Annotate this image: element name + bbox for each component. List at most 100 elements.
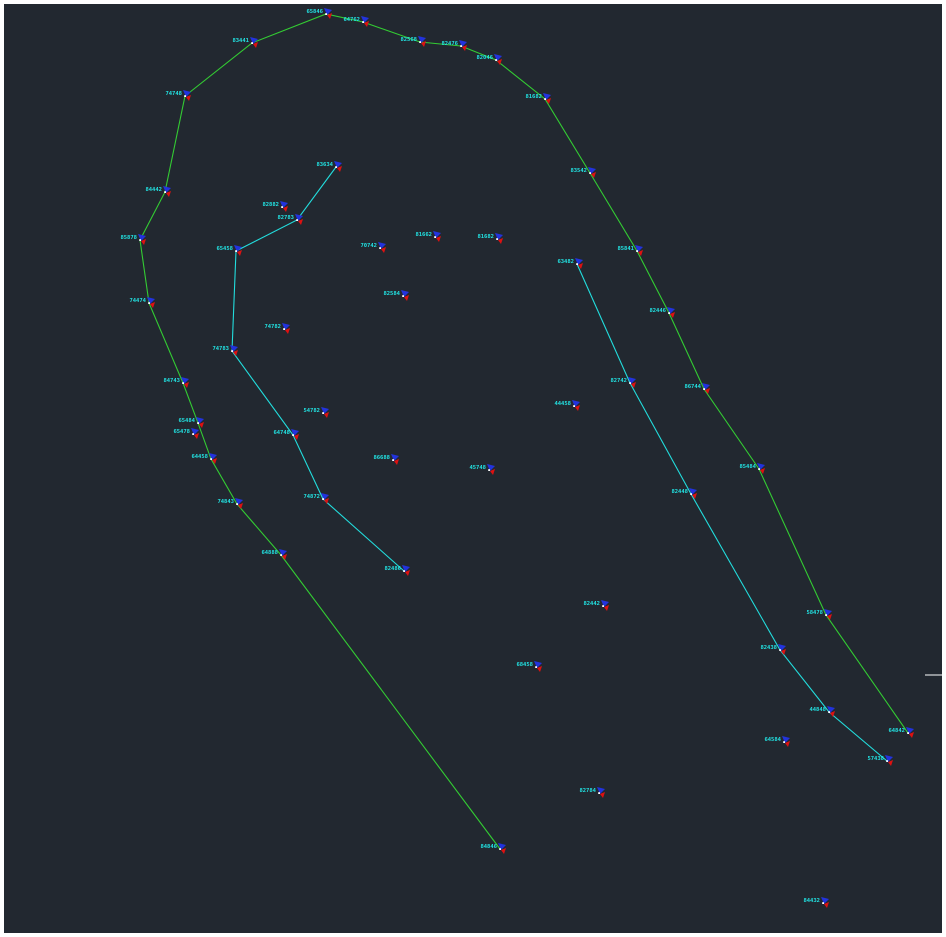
point-label: 45748 xyxy=(469,465,486,471)
drawing-viewport[interactable]: 65846 64762 83441 82568 82476 82046 74748 81682… xyxy=(4,4,942,933)
survey-point[interactable]: 64458 xyxy=(191,453,217,464)
point-label: 83542 xyxy=(570,168,587,174)
survey-point[interactable]: 84743 xyxy=(163,377,189,388)
survey-point[interactable]: 82486 xyxy=(384,565,410,576)
survey-point[interactable]: 82784 xyxy=(579,787,605,798)
point-label: 81662 xyxy=(415,232,432,238)
point-label: 64584 xyxy=(764,737,781,743)
survey-point-icon xyxy=(821,897,829,908)
survey-point[interactable]: 65484 xyxy=(178,417,204,428)
survey-point[interactable]: 74474 xyxy=(129,297,155,308)
survey-point[interactable]: 45748 xyxy=(469,464,495,475)
survey-point[interactable]: 74783 xyxy=(212,345,238,356)
survey-point[interactable]: 82783 xyxy=(277,214,303,225)
survey-point-icon xyxy=(402,565,410,576)
point-label: 84432 xyxy=(803,898,820,904)
survey-point-icon xyxy=(459,40,467,51)
point-label: 70742 xyxy=(360,243,377,249)
survey-point-icon xyxy=(138,234,146,245)
point-label: 85484 xyxy=(739,464,756,470)
survey-point[interactable]: 64888 xyxy=(261,549,287,560)
survey-point[interactable]: 54782 xyxy=(303,407,329,418)
survey-point-icon xyxy=(572,400,580,411)
point-label: 84743 xyxy=(163,378,180,384)
survey-point[interactable]: 84846 xyxy=(480,843,506,854)
point-label: 82783 xyxy=(277,215,294,221)
survey-point-icon xyxy=(418,36,426,47)
survey-point[interactable]: 83441 xyxy=(232,37,258,48)
survey-point-icon xyxy=(827,706,835,717)
point-label: 74782 xyxy=(264,324,281,330)
survey-point[interactable]: 82568 xyxy=(400,36,426,47)
survey-point-icon xyxy=(575,258,583,269)
point-label: 81682 xyxy=(525,94,542,100)
survey-point[interactable]: 85484 xyxy=(739,463,765,474)
survey-point[interactable]: 68458 xyxy=(516,661,542,672)
survey-point-icon xyxy=(183,90,191,101)
point-label: 82438 xyxy=(760,645,777,651)
survey-point[interactable]: 86744 xyxy=(684,383,710,394)
survey-point[interactable]: 82584 xyxy=(383,290,409,301)
point-label: 82446 xyxy=(649,308,666,314)
survey-point[interactable]: 82882 xyxy=(262,201,288,212)
survey-point-icon xyxy=(534,661,542,672)
survey-point-icon xyxy=(702,383,710,394)
survey-point[interactable]: 63482 xyxy=(557,258,583,269)
survey-point[interactable]: 74748 xyxy=(165,90,191,101)
survey-point[interactable]: 82438 xyxy=(760,644,786,655)
point-label: 86744 xyxy=(684,384,701,390)
survey-point-icon xyxy=(147,297,155,308)
survey-point[interactable]: 57438 xyxy=(867,755,893,766)
survey-point-icon xyxy=(291,429,299,440)
survey-point[interactable]: 74843 xyxy=(217,498,243,509)
survey-point[interactable]: 81682 xyxy=(477,233,503,244)
survey-point[interactable]: 82448 xyxy=(671,488,697,499)
survey-point[interactable]: 74782 xyxy=(264,323,290,334)
point-label: 82046 xyxy=(476,55,493,61)
survey-point-icon xyxy=(601,600,609,611)
survey-point[interactable]: 82476 xyxy=(441,40,467,51)
survey-point[interactable]: 64584 xyxy=(764,736,790,747)
survey-point[interactable]: 44848 xyxy=(809,706,835,717)
survey-point[interactable]: 85841 xyxy=(617,245,643,256)
survey-point-icon xyxy=(361,16,369,27)
point-label: 74783 xyxy=(212,346,229,352)
survey-point[interactable]: 85878 xyxy=(120,234,146,245)
survey-point-icon xyxy=(667,307,675,318)
survey-point[interactable]: 82446 xyxy=(649,307,675,318)
survey-point[interactable]: 83542 xyxy=(570,167,596,178)
polyline-inner_left[interactable] xyxy=(231,166,405,572)
survey-point-icon xyxy=(885,755,893,766)
survey-canvas[interactable]: 65846 64762 83441 82568 82476 82046 74748 81682… xyxy=(4,4,942,933)
survey-point-icon xyxy=(635,245,643,256)
survey-point[interactable]: 64762 xyxy=(343,16,369,27)
survey-point[interactable]: 82742 xyxy=(610,377,636,388)
survey-point[interactable]: 58478 xyxy=(806,609,832,620)
survey-point[interactable]: 70742 xyxy=(360,242,386,253)
survey-point-icon xyxy=(597,787,605,798)
survey-point-icon xyxy=(324,8,332,19)
survey-point[interactable]: 65846 xyxy=(306,8,332,19)
survey-point[interactable]: 44458 xyxy=(554,400,580,411)
polyline-inner_right[interactable] xyxy=(576,263,888,762)
polyline-outer[interactable] xyxy=(139,13,909,850)
survey-point[interactable]: 65458 xyxy=(216,245,242,256)
survey-point[interactable]: 82046 xyxy=(476,54,502,65)
survey-point[interactable]: 64842 xyxy=(888,727,914,738)
survey-point-icon xyxy=(401,290,409,301)
survey-point[interactable]: 83634 xyxy=(316,161,342,172)
point-label: 64762 xyxy=(343,17,360,23)
survey-point[interactable]: 86688 xyxy=(373,454,399,465)
survey-point[interactable]: 74872 xyxy=(303,493,329,504)
survey-point[interactable]: 64748 xyxy=(273,429,299,440)
survey-point[interactable]: 84432 xyxy=(803,897,829,908)
point-label: 54782 xyxy=(303,408,320,414)
survey-point[interactable]: 82442 xyxy=(583,600,609,611)
survey-point[interactable]: 65478 xyxy=(173,428,199,439)
survey-point[interactable]: 81682 xyxy=(525,93,551,104)
point-label: 83634 xyxy=(316,162,333,168)
survey-point-icon xyxy=(279,549,287,560)
survey-point[interactable]: 81662 xyxy=(415,231,441,242)
survey-point[interactable]: 84442 xyxy=(145,186,171,197)
survey-point-icon xyxy=(295,214,303,225)
